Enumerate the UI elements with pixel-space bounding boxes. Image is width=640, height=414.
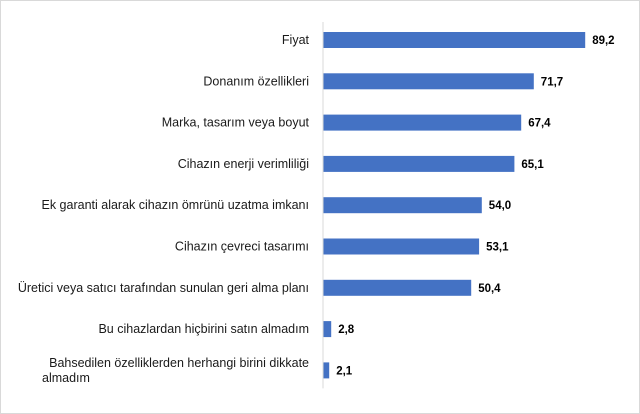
value-label-4: 54,0 xyxy=(489,200,511,212)
value-label-7: 2,8 xyxy=(338,324,355,336)
bar-3 xyxy=(323,155,515,172)
bar-7 xyxy=(323,321,332,338)
bar-5 xyxy=(323,238,480,255)
bar-1 xyxy=(323,73,534,90)
category-label-1: Donanım özellikleri xyxy=(203,74,309,88)
bar-6 xyxy=(323,279,472,296)
bar-2 xyxy=(323,114,522,131)
value-label-1: 71,7 xyxy=(541,76,563,88)
category-label-3: Cihazın enerji verimliliği xyxy=(178,157,309,171)
value-label-8: 2,1 xyxy=(336,365,353,377)
category-label-8-line-0: Bahsedilen özelliklerden herhangi birini… xyxy=(49,356,309,370)
category-label-7: Bu cihazlardan hiçbirini satın almadım xyxy=(98,322,309,336)
bar-8 xyxy=(323,362,330,379)
category-label-2: Marka, tasarım veya boyut xyxy=(162,116,310,130)
value-label-6: 50,4 xyxy=(478,283,501,295)
category-label-5: Cihazın çevreci tasarımı xyxy=(175,240,309,254)
category-label-0: Fiyat xyxy=(282,33,310,47)
category-label-8-line-1: almadım xyxy=(42,371,90,385)
bar-0 xyxy=(323,32,586,48)
value-label-5: 53,1 xyxy=(486,242,509,254)
category-label-6: Üretici veya satıcı tarafından sunulan g… xyxy=(18,281,309,295)
value-label-2: 67,4 xyxy=(528,118,551,130)
value-label-3: 65,1 xyxy=(521,159,544,171)
bar-4 xyxy=(323,197,482,214)
value-label-0: 89,2 xyxy=(592,35,614,47)
category-label-4: Ek garanti alarak cihazın ömrünü uzatma … xyxy=(42,198,310,212)
